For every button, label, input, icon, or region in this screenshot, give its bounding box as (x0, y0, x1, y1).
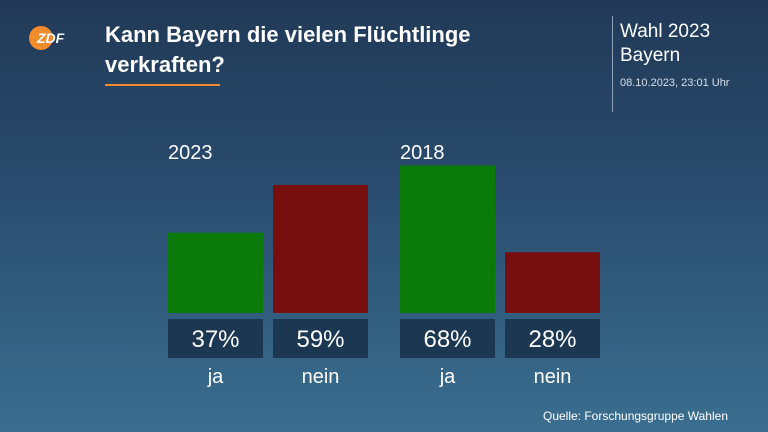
bar-2023-nein (273, 184, 368, 313)
group-label-2018: 2018 (400, 142, 445, 164)
bar-2018-nein (505, 252, 600, 313)
group-label-2023: 2023 (168, 142, 213, 164)
category-label-2018-nein: nein (534, 366, 572, 388)
header-divider (612, 16, 613, 112)
category-label-2023-nein: nein (302, 366, 340, 388)
title-underline (105, 84, 220, 86)
region-label: Bayern (620, 45, 681, 66)
source-note: Quelle: Forschungsgruppe Wahlen (543, 409, 728, 423)
category-label-2023-ja: ja (207, 366, 224, 388)
svg-text:ZDF: ZDF (36, 30, 65, 46)
category-label-2018-ja: ja (439, 366, 456, 388)
election-label: Wahl 2023 (620, 21, 711, 42)
value-label-2018-ja: 68% (423, 326, 471, 353)
value-label-2018-nein: 28% (528, 326, 576, 353)
value-label-2023-nein: 59% (296, 326, 344, 353)
value-box-2023-ja (168, 319, 263, 358)
value-box-2018-ja (400, 319, 495, 358)
timestamp: 08.10.2023, 23:01 Uhr (620, 77, 730, 89)
chart-title: Kann Bayern die vielen Flüchtlinge verkr… (105, 22, 471, 77)
bar-2023-ja (168, 232, 263, 313)
value-box-2023-nein (273, 319, 368, 358)
zdf-logo: ZDF (29, 26, 65, 50)
value-label-2023-ja: 37% (191, 326, 239, 353)
value-box-2018-nein (505, 319, 600, 358)
bar-2018-ja (400, 165, 495, 313)
